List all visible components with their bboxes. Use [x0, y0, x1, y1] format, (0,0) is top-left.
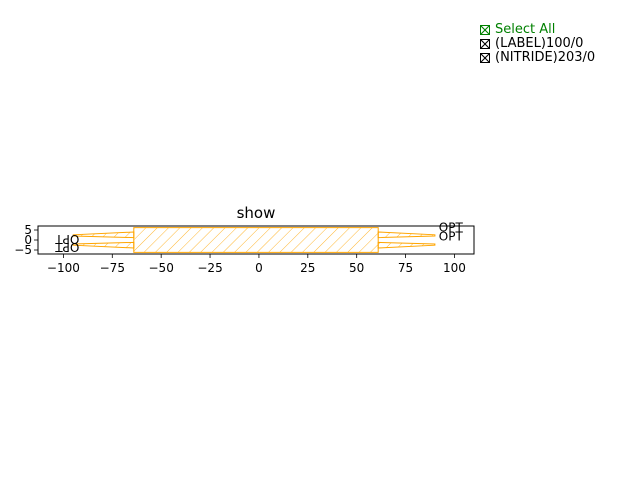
- x-tick-label-6: 50: [349, 261, 364, 275]
- polygon-right-lower-taper: [377, 241, 436, 249]
- port-label-3: OPT: [55, 240, 80, 254]
- chart-title: show: [237, 204, 276, 222]
- legend-item-1[interactable]: (LABEL)100/0: [480, 37, 595, 51]
- y-axis-ticks: 50−5: [14, 223, 38, 257]
- port-label-0: OPT: [439, 221, 464, 235]
- checkbox-icon[interactable]: [480, 53, 490, 63]
- legend-item-2[interactable]: (NITRIDE)203/0: [480, 51, 595, 65]
- x-tick-label-0: −100: [47, 261, 80, 275]
- y-tick-label-1: 0: [24, 233, 32, 247]
- checkbox-icon[interactable]: [480, 39, 490, 49]
- polygon-right-upper-taper: [377, 231, 436, 239]
- polygon-body: [133, 227, 379, 253]
- x-tick-label-5: 25: [300, 261, 315, 275]
- y-tick-label-2: −5: [14, 243, 32, 257]
- checkbox-icon[interactable]: [480, 25, 490, 35]
- x-tick-label-8: 100: [443, 261, 466, 275]
- legend-item-label: (LABEL)100/0: [495, 36, 584, 51]
- x-axis-ticks: −100 −75 −50 −25 0 25 50 75 100: [47, 254, 466, 275]
- y-tick-label-0: 5: [24, 223, 32, 237]
- x-tick-label-2: −50: [149, 261, 174, 275]
- legend: Select All (LABEL)100/0 (NITRIDE)203/0: [480, 23, 595, 65]
- polygon-left-upper-taper: [72, 231, 135, 239]
- legend-item-label: Select All: [495, 22, 556, 37]
- polygon-left-lower-taper: [72, 241, 135, 249]
- legend-item-label: (NITRIDE)203/0: [495, 50, 596, 65]
- x-tick-label-4: 0: [255, 261, 263, 275]
- x-tick-label-1: −75: [100, 261, 125, 275]
- legend-item-0[interactable]: Select All: [480, 23, 595, 37]
- x-tick-label-7: 75: [398, 261, 413, 275]
- port-label-2: OPT: [55, 232, 80, 246]
- x-tick-label-3: −25: [197, 261, 222, 275]
- port-label-1: OPT: [439, 229, 464, 243]
- polygon-group: [72, 227, 436, 253]
